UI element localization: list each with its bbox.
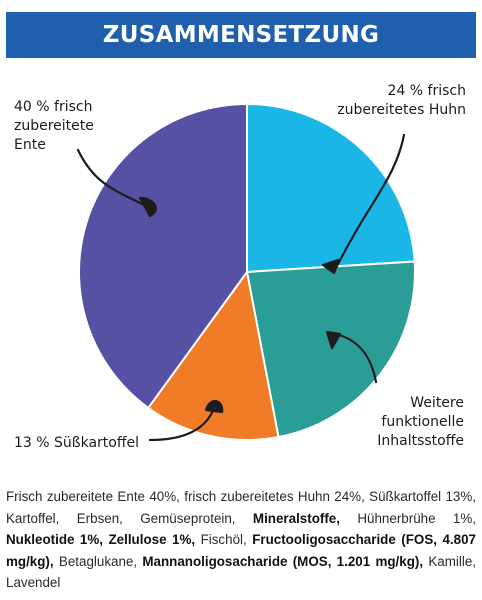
arrow-weitere-head	[325, 330, 342, 350]
label-weitere-line-1: Weitere	[410, 395, 464, 411]
ingredient-segment-7: Mannanoligosacharide (MOS, 1.201 mg/kg),	[142, 553, 424, 569]
arrow-weitere	[337, 333, 378, 384]
ingredients-text: Frisch zubereitete Ente 40%, frisch zube…	[6, 486, 476, 594]
label-huhn-line-2: zubereitetes Huhn	[337, 102, 466, 118]
pie-slice-2	[146, 269, 280, 441]
label-huhn: 24 % frisch zubereitetes Huhn	[337, 82, 466, 120]
ingredient-segment-3: Nukleotide 1%, Zellulose 1%,	[6, 532, 196, 547]
pie-slice-1	[245, 260, 416, 439]
ingredient-segment-1: Mineralstoffe,	[252, 510, 340, 526]
ingredient-segment-6: Betaglukane,	[53, 553, 143, 569]
arrow-ente	[76, 148, 150, 209]
title-banner: ZUSAMMENSETZUNG	[6, 12, 476, 58]
label-huhn-line-1: 24 % frisch	[387, 83, 466, 99]
page-title: ZUSAMMENSETZUNG	[102, 22, 380, 48]
label-weitere-line-3: Inhaltsstoffe	[377, 433, 464, 449]
ingredient-segment-2: Hühnerbrühe 1%,	[339, 510, 476, 526]
label-weitere-line-2: funktionelle	[381, 414, 464, 430]
arrow-huhn-head	[321, 258, 340, 275]
label-suess-line-1: 13 % Süßkartoffel	[14, 435, 139, 451]
label-ente: 40 % frisch zubereitete Ente	[14, 98, 94, 155]
ingredient-segment-0: Frisch zubereitete Ente 40%, frisch zube…	[6, 489, 476, 526]
label-ente-line-2: zubereitete	[14, 118, 94, 134]
pie-chart	[76, 102, 416, 442]
ingredient-segment-4: Fischöl,	[195, 532, 253, 547]
label-ente-line-1: 40 % frisch	[14, 99, 93, 115]
arrow-ente-head	[138, 196, 157, 218]
pie-slice-3	[78, 102, 248, 410]
pie-slice-0	[246, 102, 416, 274]
ingredient-segment-8: Kamille, Lavendel	[6, 553, 476, 591]
label-weitere: Weitere funktionelle Inhaltsstoffe	[377, 394, 464, 451]
label-suesskartoffel: 13 % Süßkartoffel	[14, 434, 139, 453]
label-ente-line-3: Ente	[14, 137, 46, 153]
ingredient-segment-5: Fructooligosaccharide (FOS, 4.807 mg/kg)…	[6, 532, 476, 569]
arrow-suess-head	[204, 400, 224, 414]
arrow-huhn	[333, 133, 406, 272]
arrow-suess	[148, 406, 216, 442]
